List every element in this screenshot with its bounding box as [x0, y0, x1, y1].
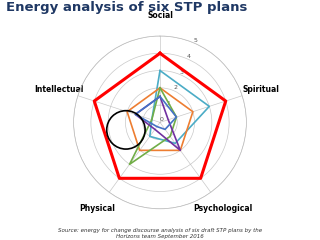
Text: Energy analysis of six STP plans: Energy analysis of six STP plans: [6, 1, 248, 14]
Text: Source: energy for change discourse analysis of six draft STP plans by the
Horiz: Source: energy for change discourse anal…: [58, 228, 262, 239]
